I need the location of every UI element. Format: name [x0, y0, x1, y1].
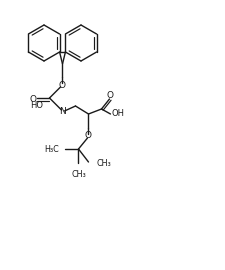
Text: H₃C: H₃C [45, 144, 59, 154]
Text: O: O [30, 94, 37, 103]
Text: CH₃: CH₃ [71, 170, 86, 179]
Text: O: O [59, 80, 66, 89]
Text: HO: HO [30, 102, 43, 110]
Text: O: O [106, 92, 113, 100]
Text: CH₃: CH₃ [96, 160, 111, 168]
Text: OH: OH [112, 110, 124, 119]
Text: N: N [59, 106, 65, 116]
Text: O: O [85, 131, 92, 140]
